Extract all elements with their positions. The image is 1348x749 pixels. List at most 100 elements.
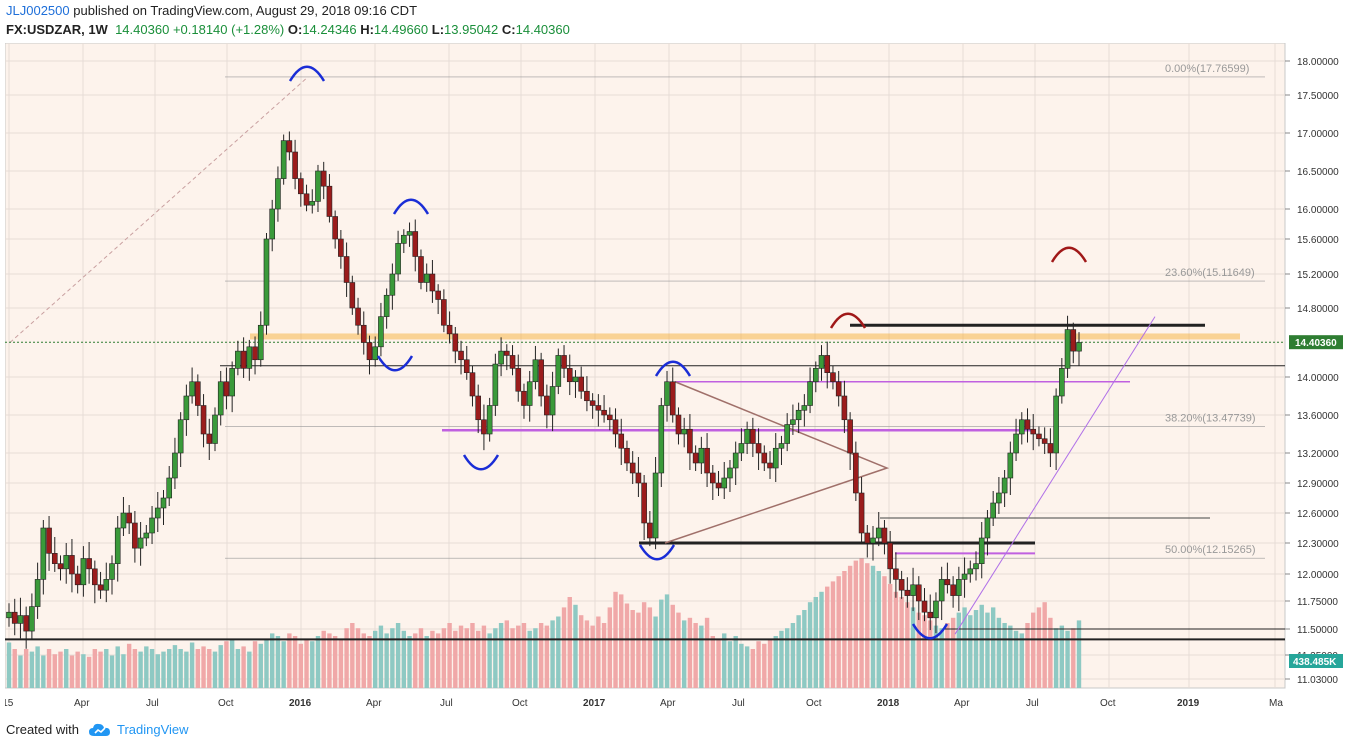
- candle-body: [641, 482, 647, 524]
- candle-body: [463, 359, 470, 373]
- volume-bar: [544, 625, 550, 688]
- candle-body: [704, 447, 710, 474]
- candle-body: [69, 555, 75, 575]
- candle-body: [732, 452, 739, 469]
- time-tick-label: Ma: [1269, 698, 1283, 709]
- volume-bar: [52, 654, 57, 688]
- candle-body: [675, 414, 682, 435]
- volume-bar: [807, 602, 813, 688]
- candle-body: [475, 395, 481, 421]
- candle-body: [1001, 477, 1008, 494]
- author-link[interactable]: JLJ002500: [6, 3, 70, 18]
- volume-bar: [109, 655, 115, 688]
- volume-bar: [899, 597, 904, 688]
- candle-body: [315, 170, 321, 202]
- candle-body: [578, 376, 584, 392]
- volume-bar: [905, 602, 910, 688]
- volume-bar: [12, 649, 17, 688]
- volume-bar: [384, 633, 389, 688]
- volume-bar: [378, 625, 384, 688]
- candle-body: [1064, 329, 1071, 369]
- volume-bar: [235, 649, 241, 688]
- volume-bar: [64, 649, 69, 688]
- candle-body: [57, 563, 64, 570]
- candle-body: [589, 400, 596, 406]
- volume-bar: [481, 625, 487, 688]
- candle-body: [137, 537, 144, 549]
- volume-bar: [647, 607, 653, 688]
- volume-bar: [619, 594, 624, 688]
- price-tick-label: 18.00000: [1297, 57, 1339, 68]
- price-tick-label: 15.60000: [1297, 235, 1339, 246]
- time-tick-label: Apr: [954, 698, 970, 709]
- volume-bar: [578, 615, 584, 688]
- volume-bar: [46, 649, 52, 688]
- candle-body: [23, 615, 29, 632]
- volume-bar: [973, 610, 979, 688]
- volume-bar: [550, 620, 555, 688]
- volume-bar: [413, 633, 418, 688]
- candle-body: [950, 584, 956, 596]
- volume-bar: [584, 620, 590, 688]
- volume-bar: [836, 576, 841, 688]
- price-axis[interactable]: 18.00000 17.50000 17.00000 16.50000 16.00000…: [1285, 57, 1343, 686]
- candle-body: [601, 409, 607, 416]
- candle-body: [235, 350, 241, 369]
- candle-body: [326, 185, 333, 217]
- volume-bar: [344, 628, 349, 688]
- volume-bar: [1019, 633, 1024, 688]
- volume-bar: [681, 620, 687, 688]
- volume-bar: [996, 617, 1002, 688]
- volume-bar: [727, 641, 733, 688]
- candle-body: [647, 522, 653, 539]
- candle-body: [429, 273, 436, 292]
- volume-bar: [762, 643, 767, 688]
- fib-anchor-line: [9, 76, 309, 343]
- volume-bar: [847, 565, 853, 688]
- candle-body: [893, 568, 899, 580]
- candle-body: [92, 568, 98, 586]
- volume-bar: [533, 628, 538, 688]
- volume-bar: [464, 628, 469, 688]
- candle-body: [212, 414, 218, 444]
- candle-body: [166, 477, 173, 499]
- arc-top-marker: [392, 198, 430, 215]
- volume-bar: [825, 586, 830, 688]
- chart-area[interactable]: 0.00%(17.76599) 23.60%(15.11649) 38.20%(13…: [0, 42, 1343, 713]
- candle-body: [830, 372, 836, 383]
- candle-body: [275, 178, 281, 210]
- price-chart[interactable]: 0.00%(17.76599) 23.60%(15.11649) 38.20%(13…: [0, 42, 1343, 713]
- volume-bar: [29, 651, 35, 688]
- volume-bar: [241, 646, 246, 688]
- volume-bar: [968, 615, 973, 688]
- candle-body: [383, 294, 390, 317]
- time-axis[interactable]: l15 Apr Jul Oct 2016 Apr Jul Oct 2017 Apr Jul Oct 20…: [0, 698, 1283, 709]
- fib-level-label: 23.60%(15.11649): [1165, 267, 1255, 279]
- candle-body: [566, 368, 573, 383]
- volume-bar: [796, 615, 801, 688]
- candle-body: [481, 419, 487, 435]
- volume-bar: [670, 604, 675, 688]
- candle-body: [835, 381, 842, 397]
- candle-body: [458, 350, 464, 361]
- volume-bar: [710, 636, 715, 688]
- candle-body: [509, 355, 516, 369]
- candle-body: [1041, 438, 1048, 444]
- volume-bar: [458, 625, 464, 688]
- candle-body: [1007, 452, 1014, 479]
- volume-bar: [990, 607, 996, 688]
- tradingview-link[interactable]: TradingView: [88, 722, 189, 737]
- candle-body: [195, 381, 201, 406]
- candle-body: [80, 558, 87, 586]
- candle-body: [504, 350, 510, 356]
- arc-bottom-marker: [376, 355, 414, 372]
- candle-body: [280, 140, 287, 179]
- candle-body: [378, 316, 384, 348]
- volume-bar: [315, 636, 321, 688]
- candle-body: [189, 381, 195, 397]
- volume-bar: [195, 649, 201, 688]
- candle-body: [801, 405, 808, 411]
- candle-body: [292, 151, 298, 179]
- candle-body: [984, 517, 991, 539]
- price-tick-label: 13.20000: [1297, 449, 1339, 460]
